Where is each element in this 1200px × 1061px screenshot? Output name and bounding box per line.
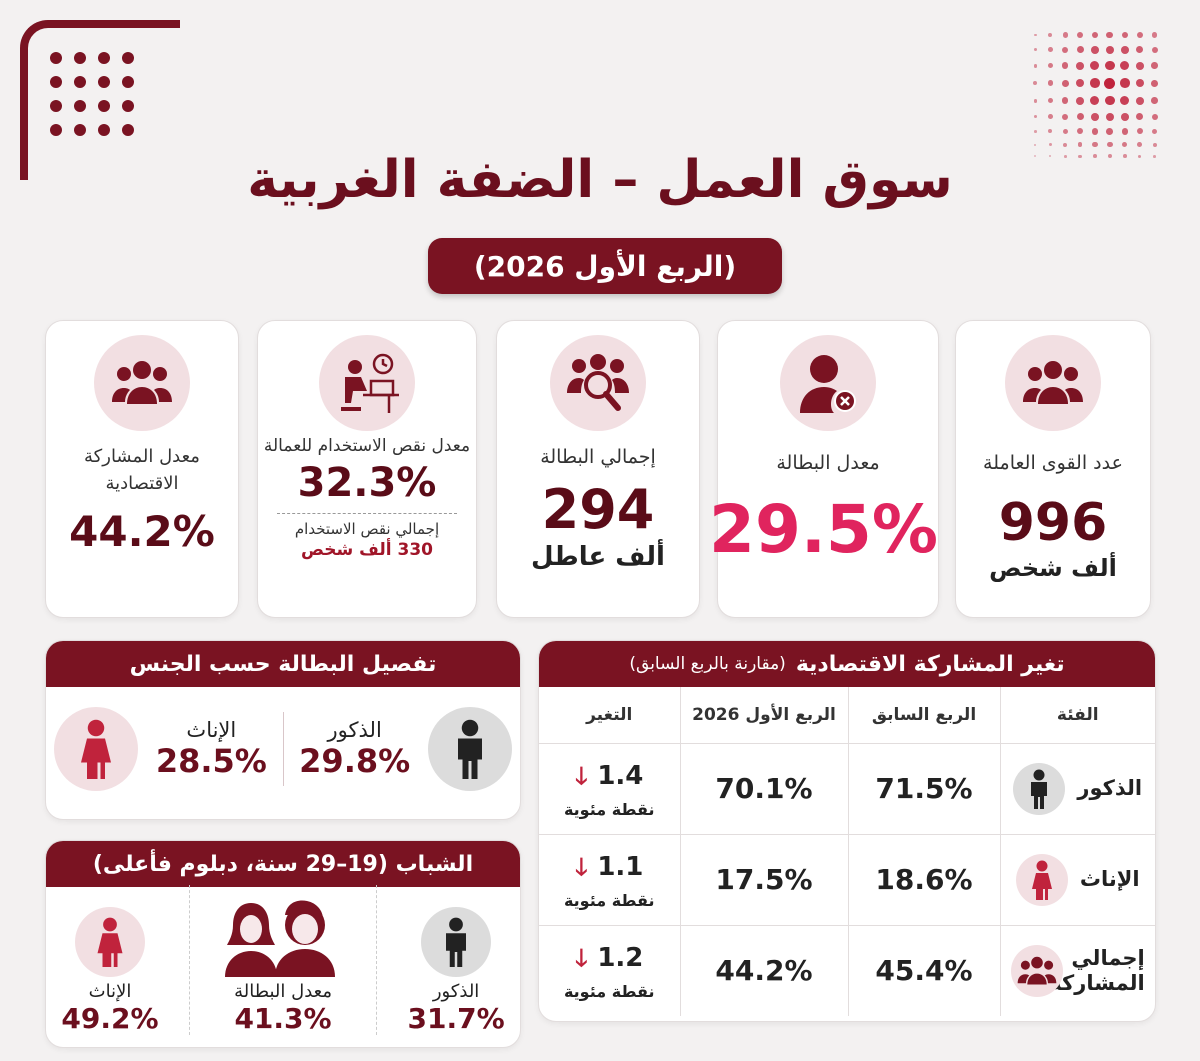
kpi-value: 44.2% xyxy=(69,507,215,556)
kpi-value: 294 xyxy=(541,477,655,541)
halftone-decoration xyxy=(1030,30,1160,160)
category-label: إجمالي المشاركة xyxy=(1049,945,1145,995)
dots-decoration xyxy=(48,52,134,138)
female-icon xyxy=(75,907,145,977)
current-value: 17.5% xyxy=(679,834,848,926)
youth-total: معدل البطالة 41.3% xyxy=(221,899,345,1035)
person-x-icon xyxy=(780,335,876,431)
kpi-card-underutilization: معدل نقص الاستخدام للعمالة 32.3% إجمالي … xyxy=(257,320,477,618)
youth-value: 41.3% xyxy=(234,1002,332,1035)
arrow-down-icon: 🡓 xyxy=(575,762,588,790)
male-icon xyxy=(1013,762,1066,815)
couple-icon xyxy=(221,899,345,977)
male-icon xyxy=(428,707,513,791)
kpi-label: معدل البطالة xyxy=(776,452,880,474)
change-unit: نقطة مئوية xyxy=(563,982,655,1002)
kpi-value: 29.5% xyxy=(709,490,938,568)
table-row: إجمالي المشاركة 45.4% 44.2% 1.2 🡓 نقطة م… xyxy=(539,925,1155,1016)
panel-header: تغير المشاركة الاقتصادية (مقارنة بالربع … xyxy=(539,641,1155,687)
change-value: 1.1 xyxy=(597,852,644,882)
kpi-label: معدل المشاركة الاقتصادية xyxy=(84,446,200,494)
youth-value: 49.2% xyxy=(61,1002,159,1035)
period-badge: (الربع الأول 2026) xyxy=(428,238,782,294)
kpi-unit: ألف شخص xyxy=(989,553,1117,582)
table-row: الذكور 71.5% 70.1% 1.4 🡓 نقطة مئوية xyxy=(539,743,1155,835)
column-header-change: التغير xyxy=(539,687,680,744)
kpi-label: معدل نقص الاستخدام للعمالة xyxy=(263,436,471,456)
category-label: الذكور xyxy=(1077,775,1143,800)
kpi-unit: ألف عاطل xyxy=(531,542,665,573)
unemployment-by-gender-panel: تفصيل البطالة حسب الجنس الذكور 29.8% الإ… xyxy=(45,640,521,820)
person-desk-clock-icon xyxy=(319,335,415,431)
column-header-current: الربع الأول 2026 xyxy=(679,687,848,744)
change-value: 1.4 xyxy=(597,761,644,791)
category-label: الإناث xyxy=(1079,866,1140,891)
kpi-card-labour-force: عدد القوى العاملة 996 ألف شخص xyxy=(955,320,1151,618)
arrow-down-icon: 🡓 xyxy=(575,853,588,881)
kpi-label: إجمالي البطالة xyxy=(540,446,656,468)
kpi-card-total-unemployed: إجمالي البطالة 294 ألف عاطل xyxy=(496,320,700,618)
kpi-value: 32.3% xyxy=(297,459,437,506)
previous-value: 18.6% xyxy=(847,834,1000,926)
youth-panel: الشباب (19–29 سنة، دبلوم فأعلى) الذكور 3… xyxy=(45,840,521,1048)
group-search-icon xyxy=(550,335,646,431)
kpi-label: عدد القوى العاملة xyxy=(983,452,1123,474)
divider xyxy=(189,885,191,1035)
gender-value: 28.5% xyxy=(155,742,267,780)
youth-label: معدل البطالة xyxy=(234,981,332,1002)
arrow-down-icon: 🡓 xyxy=(575,944,588,973)
divider xyxy=(277,512,457,514)
kpi-card-unemployment-rate: معدل البطالة 29.5% xyxy=(709,320,939,618)
panel-title: الشباب (19–29 سنة، دبلوم فأعلى) xyxy=(46,841,520,887)
column-header-category: الفئة xyxy=(999,687,1155,744)
gender-male: الذكور 29.8% xyxy=(299,707,513,791)
gender-value: 29.8% xyxy=(299,742,411,780)
panel-title: تغير المشاركة الاقتصادية xyxy=(795,651,1065,677)
kpi-value: 996 xyxy=(998,492,1108,553)
page-title: سوق العمل – الضفة الغربية xyxy=(247,150,953,210)
gender-label: الذكور xyxy=(327,718,382,742)
current-value: 70.1% xyxy=(679,743,848,835)
kpi-sub-value: 330 ألف شخص xyxy=(301,539,433,560)
divider xyxy=(282,712,284,786)
previous-value: 71.5% xyxy=(847,743,1000,835)
participation-change-panel: تغير المشاركة الاقتصادية (مقارنة بالربع … xyxy=(538,640,1156,1022)
male-icon xyxy=(421,907,492,977)
change-unit: نقطة مئوية xyxy=(563,800,655,819)
group-icon xyxy=(1005,335,1101,431)
previous-value: 45.4% xyxy=(847,925,1000,1016)
female-icon xyxy=(1015,853,1068,906)
panel-title: تفصيل البطالة حسب الجنس xyxy=(46,641,520,687)
change-unit: نقطة مئوية xyxy=(563,891,655,910)
kpi-sub-label: إجمالي نقص الاستخدام xyxy=(294,519,440,538)
gender-female: الإناث 28.5% xyxy=(53,707,267,791)
column-header-previous: الربع السابق xyxy=(847,687,1000,744)
group-icon xyxy=(94,335,190,431)
youth-value: 31.7% xyxy=(407,1002,505,1035)
youth-label: الإناث xyxy=(88,981,132,1002)
participation-table: الفئة الربع السابق الربع الأول 2026 التغ… xyxy=(539,687,1155,1016)
gender-label: الإناث xyxy=(186,718,237,742)
panel-subtitle: (مقارنة بالربع السابق) xyxy=(629,654,786,674)
table-row: الإناث 18.6% 17.5% 1.1 🡓 نقطة مئوية xyxy=(539,834,1155,926)
youth-female: الإناث 49.2% xyxy=(61,907,159,1035)
corner-frame-decoration xyxy=(20,20,180,180)
female-icon xyxy=(53,707,138,791)
change-value: 1.2 xyxy=(597,943,644,974)
youth-male: الذكور 31.7% xyxy=(408,907,505,1035)
group-icon xyxy=(1010,944,1063,997)
kpi-card-participation-rate: معدل المشاركة الاقتصادية 44.2% xyxy=(45,320,239,618)
divider xyxy=(375,885,377,1035)
current-value: 44.2% xyxy=(679,925,848,1016)
youth-label: الذكور xyxy=(432,981,480,1002)
